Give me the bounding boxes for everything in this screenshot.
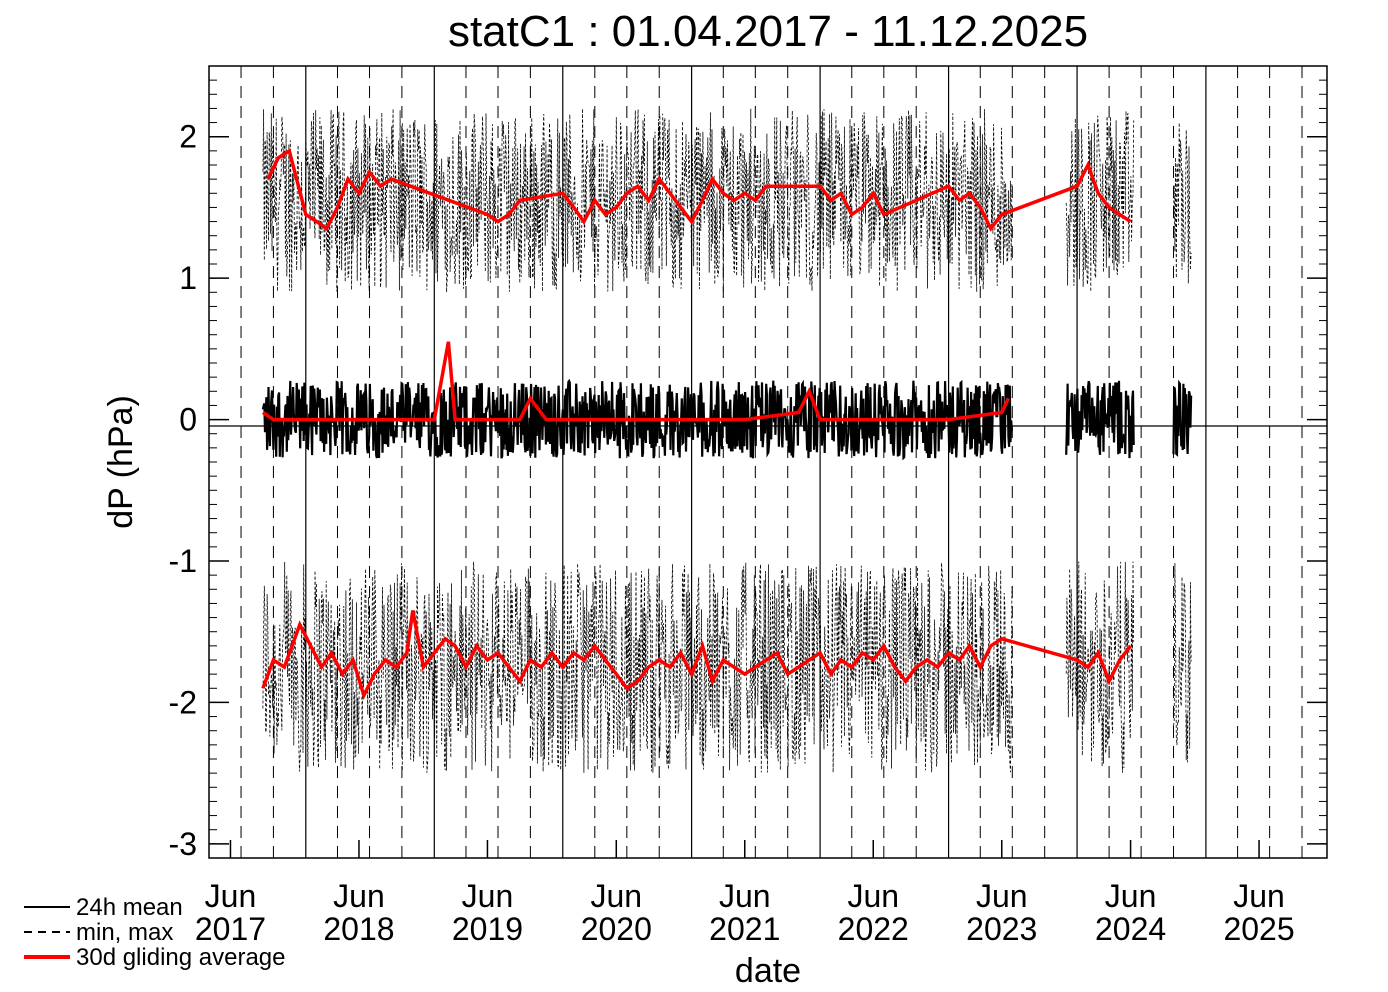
x-tick-label-year: 2020: [581, 911, 652, 947]
y-tick-label: 2: [179, 119, 197, 155]
x-tick-label-year: 2018: [323, 911, 394, 947]
max-line: [262, 108, 1013, 293]
legend: 24h mean min, max 30d gliding average: [24, 894, 286, 971]
y-tick-label: -2: [169, 684, 197, 720]
x-tick-label-year: 2023: [966, 911, 1037, 947]
chart-title: statC1 : 01.04.2017 - 11.12.2025: [448, 7, 1088, 56]
min-line: [262, 561, 1013, 773]
y-tick-label: 0: [179, 402, 197, 438]
y-axis: 2 1 0 -1 -2 -3: [169, 79, 1327, 862]
min-line: [1065, 561, 1135, 773]
daily-mean-series: [261, 378, 1193, 461]
max-line: [1173, 122, 1192, 284]
daily-mean-line: [1172, 379, 1193, 457]
min-line: [1173, 562, 1192, 763]
x-tick-label-month: Jun: [205, 878, 257, 914]
legend-label-minmax: min, max: [76, 919, 173, 946]
y-tick-label: -3: [169, 826, 197, 862]
average-line: [261, 610, 1132, 701]
x-tick-label-month: Jun: [1233, 878, 1285, 914]
x-tick-label-month: Jun: [1105, 878, 1157, 914]
x-tick-label-year: 2022: [838, 911, 909, 947]
average-line: [266, 148, 1132, 232]
y-tick-label: 1: [179, 260, 197, 296]
x-tick-label-year: 2021: [709, 911, 780, 947]
x-tick-label-year: 2019: [452, 911, 523, 947]
x-tick-label-month: Jun: [847, 878, 899, 914]
x-tick-label-year: 2024: [1095, 911, 1166, 947]
max-line: [1065, 110, 1135, 292]
x-tick-label-month: Jun: [590, 878, 642, 914]
x-tick-label-year: 2017: [195, 911, 266, 947]
x-tick-label-month: Jun: [462, 878, 514, 914]
y-tick-label: -1: [169, 543, 197, 579]
y-axis-label: dP (hPa): [102, 395, 140, 529]
gliding-average-series: [261, 148, 1132, 701]
x-tick-label-month: Jun: [333, 878, 385, 914]
x-tick-label-year: 2025: [1223, 911, 1294, 947]
x-axis: Jun2017Jun2018Jun2019Jun2020Jun2021Jun20…: [195, 840, 1295, 947]
average-line: [261, 341, 1010, 422]
x-tick-label-month: Jun: [976, 878, 1028, 914]
legend-label-average: 30d gliding average: [76, 944, 286, 971]
daily-mean-line: [261, 378, 1013, 461]
x-tick-label-month: Jun: [719, 878, 771, 914]
x-axis-label: date: [735, 952, 801, 990]
daily-mean-line: [1065, 380, 1135, 459]
legend-label-mean: 24h mean: [76, 894, 183, 921]
